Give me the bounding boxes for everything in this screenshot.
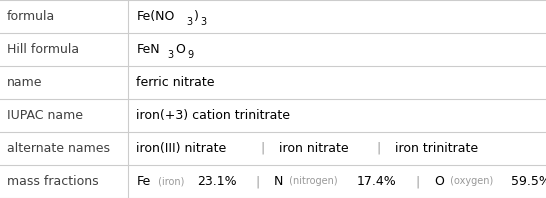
Text: 17.4%: 17.4% <box>357 175 396 188</box>
Text: |: | <box>408 175 429 188</box>
Text: 9: 9 <box>188 50 194 60</box>
Text: 23.1%: 23.1% <box>197 175 236 188</box>
Text: Fe: Fe <box>136 175 151 188</box>
Text: |: | <box>253 142 273 155</box>
Text: 3: 3 <box>167 50 173 60</box>
Text: iron trinitrate: iron trinitrate <box>395 142 478 155</box>
Text: name: name <box>7 76 42 89</box>
Text: alternate names: alternate names <box>7 142 110 155</box>
Text: (iron): (iron) <box>155 176 187 187</box>
Text: (oxygen): (oxygen) <box>447 176 496 187</box>
Text: formula: formula <box>7 10 55 23</box>
Text: Hill formula: Hill formula <box>7 43 79 56</box>
Text: iron nitrate: iron nitrate <box>279 142 349 155</box>
Text: mass fractions: mass fractions <box>7 175 98 188</box>
Text: FeN: FeN <box>136 43 160 56</box>
Text: iron(III) nitrate: iron(III) nitrate <box>136 142 227 155</box>
Text: |: | <box>248 175 268 188</box>
Text: ferric nitrate: ferric nitrate <box>136 76 215 89</box>
Text: O: O <box>175 43 185 56</box>
Text: 3: 3 <box>186 17 192 28</box>
Text: ): ) <box>194 10 199 23</box>
Text: O: O <box>434 175 444 188</box>
Text: 59.5%: 59.5% <box>511 175 546 188</box>
Text: |: | <box>369 142 389 155</box>
Text: 3: 3 <box>200 17 206 28</box>
Text: Fe(NO: Fe(NO <box>136 10 175 23</box>
Text: IUPAC name: IUPAC name <box>7 109 82 122</box>
Text: N: N <box>274 175 283 188</box>
Text: (nitrogen): (nitrogen) <box>286 176 341 187</box>
Text: iron(+3) cation trinitrate: iron(+3) cation trinitrate <box>136 109 290 122</box>
